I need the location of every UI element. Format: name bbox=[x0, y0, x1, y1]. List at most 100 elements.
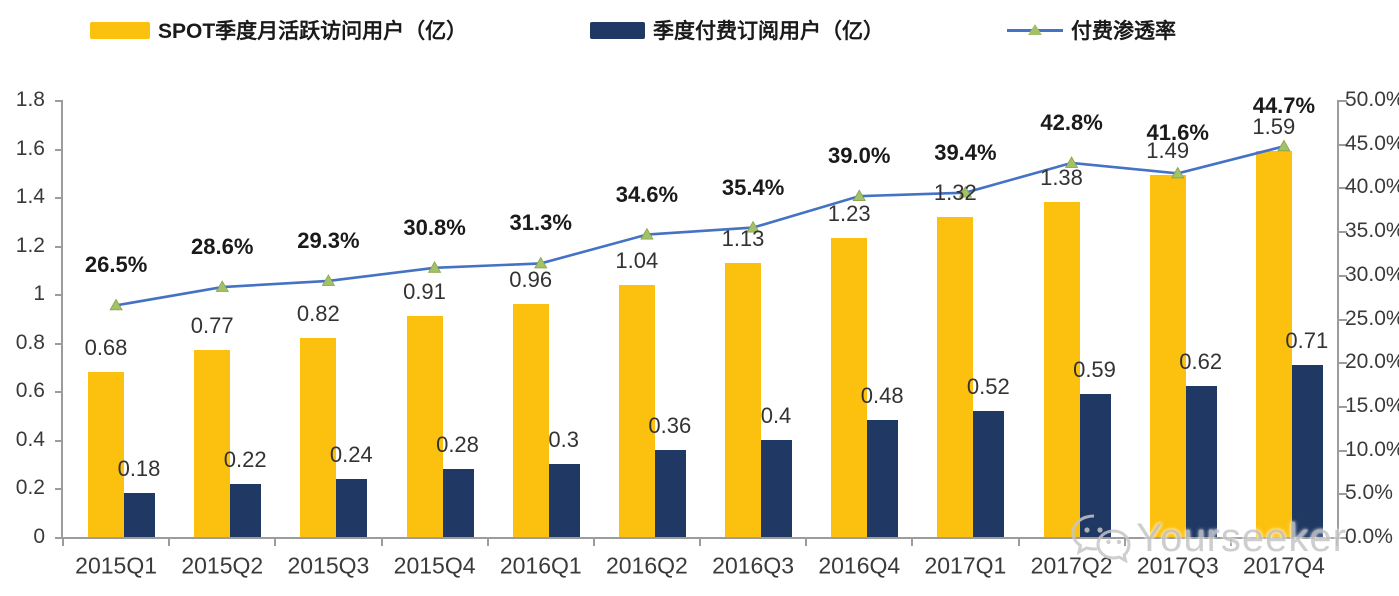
mau-swatch-icon bbox=[90, 21, 150, 39]
right-tick bbox=[1339, 274, 1347, 277]
mau-value-label: 1.13 bbox=[721, 225, 765, 251]
x-axis-label: 2017Q4 bbox=[1242, 552, 1325, 579]
left-tick-label: 0.4 bbox=[15, 427, 45, 451]
mau-value-label: 1.32 bbox=[933, 179, 977, 205]
legend-item-paid: 季度付费订阅用户（亿） bbox=[590, 14, 884, 46]
left-tick-label: 1.8 bbox=[15, 88, 45, 111]
x-axis-label: 2017Q1 bbox=[924, 552, 1007, 579]
penetration-value-label: 42.8% bbox=[1040, 109, 1103, 135]
x-tick bbox=[1017, 539, 1020, 546]
x-axis-label: 2016Q1 bbox=[499, 552, 582, 579]
x-axis-label: 2016Q4 bbox=[818, 552, 901, 579]
right-tick bbox=[1339, 362, 1347, 365]
right-tick-label: 20.0% bbox=[1345, 350, 1399, 374]
right-tick-label: 40.0% bbox=[1345, 175, 1399, 199]
right-tick-label: 0.0% bbox=[1345, 525, 1393, 548]
paid-value-label: 0.22 bbox=[223, 446, 267, 472]
penetration-value-label: 31.3% bbox=[509, 210, 572, 236]
x-axis-label: 2015Q4 bbox=[393, 552, 476, 579]
paid-value-label: 0.71 bbox=[1285, 327, 1329, 353]
bar-mau bbox=[831, 238, 868, 537]
right-tick bbox=[1339, 187, 1347, 190]
legend-label-penetration: 付费渗透率 bbox=[1071, 20, 1176, 43]
bar-paid bbox=[124, 493, 155, 537]
right-tick bbox=[1339, 231, 1347, 234]
wechat-icon bbox=[1071, 514, 1131, 564]
left-tick bbox=[55, 391, 63, 394]
bar-mau bbox=[88, 371, 124, 537]
right-tick-label: 10.0% bbox=[1345, 437, 1399, 461]
right-tick-label: 30.0% bbox=[1345, 262, 1399, 286]
legend-label-paid: 季度付费订阅用户（亿） bbox=[653, 20, 884, 43]
line-marker-icon bbox=[1007, 22, 1063, 39]
bar-paid bbox=[230, 483, 262, 537]
right-tick-label: 25.0% bbox=[1345, 306, 1399, 330]
x-axis-label: 2015Q2 bbox=[181, 552, 264, 579]
triangle-marker-icon bbox=[746, 220, 760, 233]
bar-paid bbox=[761, 439, 792, 537]
bar-mau bbox=[1149, 175, 1186, 537]
legend-item-penetration: 付费渗透率 bbox=[1007, 14, 1176, 46]
x-tick bbox=[274, 539, 277, 546]
paid-value-label: 0.3 bbox=[548, 427, 579, 453]
x-tick bbox=[1229, 539, 1232, 546]
x-axis-label: 2017Q3 bbox=[1136, 552, 1219, 579]
triangle-marker-icon bbox=[215, 280, 229, 292]
bar-paid bbox=[654, 449, 686, 537]
right-tick-label: 5.0% bbox=[1345, 481, 1393, 505]
right-tick bbox=[1339, 100, 1347, 102]
left-axis-line bbox=[61, 100, 63, 539]
left-tick-label: 0.2 bbox=[15, 476, 45, 500]
x-tick bbox=[168, 539, 171, 546]
mau-value-label: 0.77 bbox=[190, 313, 234, 339]
penetration-value-label: 39.0% bbox=[828, 143, 891, 169]
bar-paid bbox=[1079, 393, 1111, 537]
mau-value-label: 0.91 bbox=[403, 279, 446, 305]
left-tick bbox=[55, 245, 63, 248]
left-tick bbox=[55, 342, 63, 345]
bar-paid bbox=[1185, 386, 1217, 537]
penetration-value-label: 34.6% bbox=[615, 181, 679, 207]
right-tick-label: 45.0% bbox=[1345, 131, 1399, 155]
bar-mau bbox=[1255, 150, 1292, 537]
legend-item-mau: SPOT季度月活跃访问用户（亿） bbox=[90, 14, 467, 46]
mau-value-label: 1.38 bbox=[1040, 164, 1083, 190]
left-tick-label: 1 bbox=[33, 282, 45, 306]
right-tick bbox=[1339, 405, 1347, 408]
right-tick bbox=[1339, 493, 1347, 496]
x-tick bbox=[1123, 539, 1126, 546]
left-tick bbox=[55, 197, 63, 200]
left-tick-label: 0 bbox=[33, 525, 45, 548]
penetration-value-label: 30.8% bbox=[403, 214, 466, 240]
paid-value-label: 0.62 bbox=[1179, 349, 1223, 375]
right-tick bbox=[1339, 537, 1347, 539]
paid-value-label: 0.48 bbox=[860, 383, 904, 409]
bar-paid bbox=[548, 464, 580, 537]
left-tick-label: 1.6 bbox=[15, 136, 45, 160]
left-tick bbox=[55, 100, 63, 102]
triangle-marker-icon bbox=[534, 256, 548, 269]
x-tick bbox=[699, 539, 701, 546]
triangle-marker-icon bbox=[1064, 156, 1079, 168]
triangle-marker-icon bbox=[1171, 166, 1185, 179]
x-axis-label: 2015Q1 bbox=[75, 552, 158, 579]
penetration-value-label: 44.7% bbox=[1252, 93, 1316, 119]
bar-paid bbox=[336, 478, 368, 537]
bar-mau bbox=[725, 262, 761, 537]
right-tick bbox=[1339, 318, 1347, 321]
triangle-marker-icon bbox=[427, 261, 442, 273]
watermark: Yourseeker bbox=[1070, 512, 1347, 564]
penetration-value-label: 35.4% bbox=[721, 174, 785, 200]
paid-value-label: 0.28 bbox=[436, 432, 479, 458]
left-tick bbox=[55, 294, 63, 297]
left-tick-label: 1.2 bbox=[15, 233, 45, 257]
mau-value-label: 0.68 bbox=[84, 334, 128, 360]
x-axis-label: 2017Q2 bbox=[1030, 552, 1113, 579]
left-tick-label: 0.6 bbox=[15, 379, 45, 403]
paid-swatch-icon bbox=[590, 21, 645, 39]
right-tick bbox=[1339, 449, 1347, 452]
x-tick bbox=[1336, 539, 1338, 546]
mau-value-label: 0.96 bbox=[509, 266, 553, 292]
watermark-text: Yourseeker bbox=[1136, 515, 1347, 560]
triangle-marker-icon bbox=[852, 189, 866, 202]
